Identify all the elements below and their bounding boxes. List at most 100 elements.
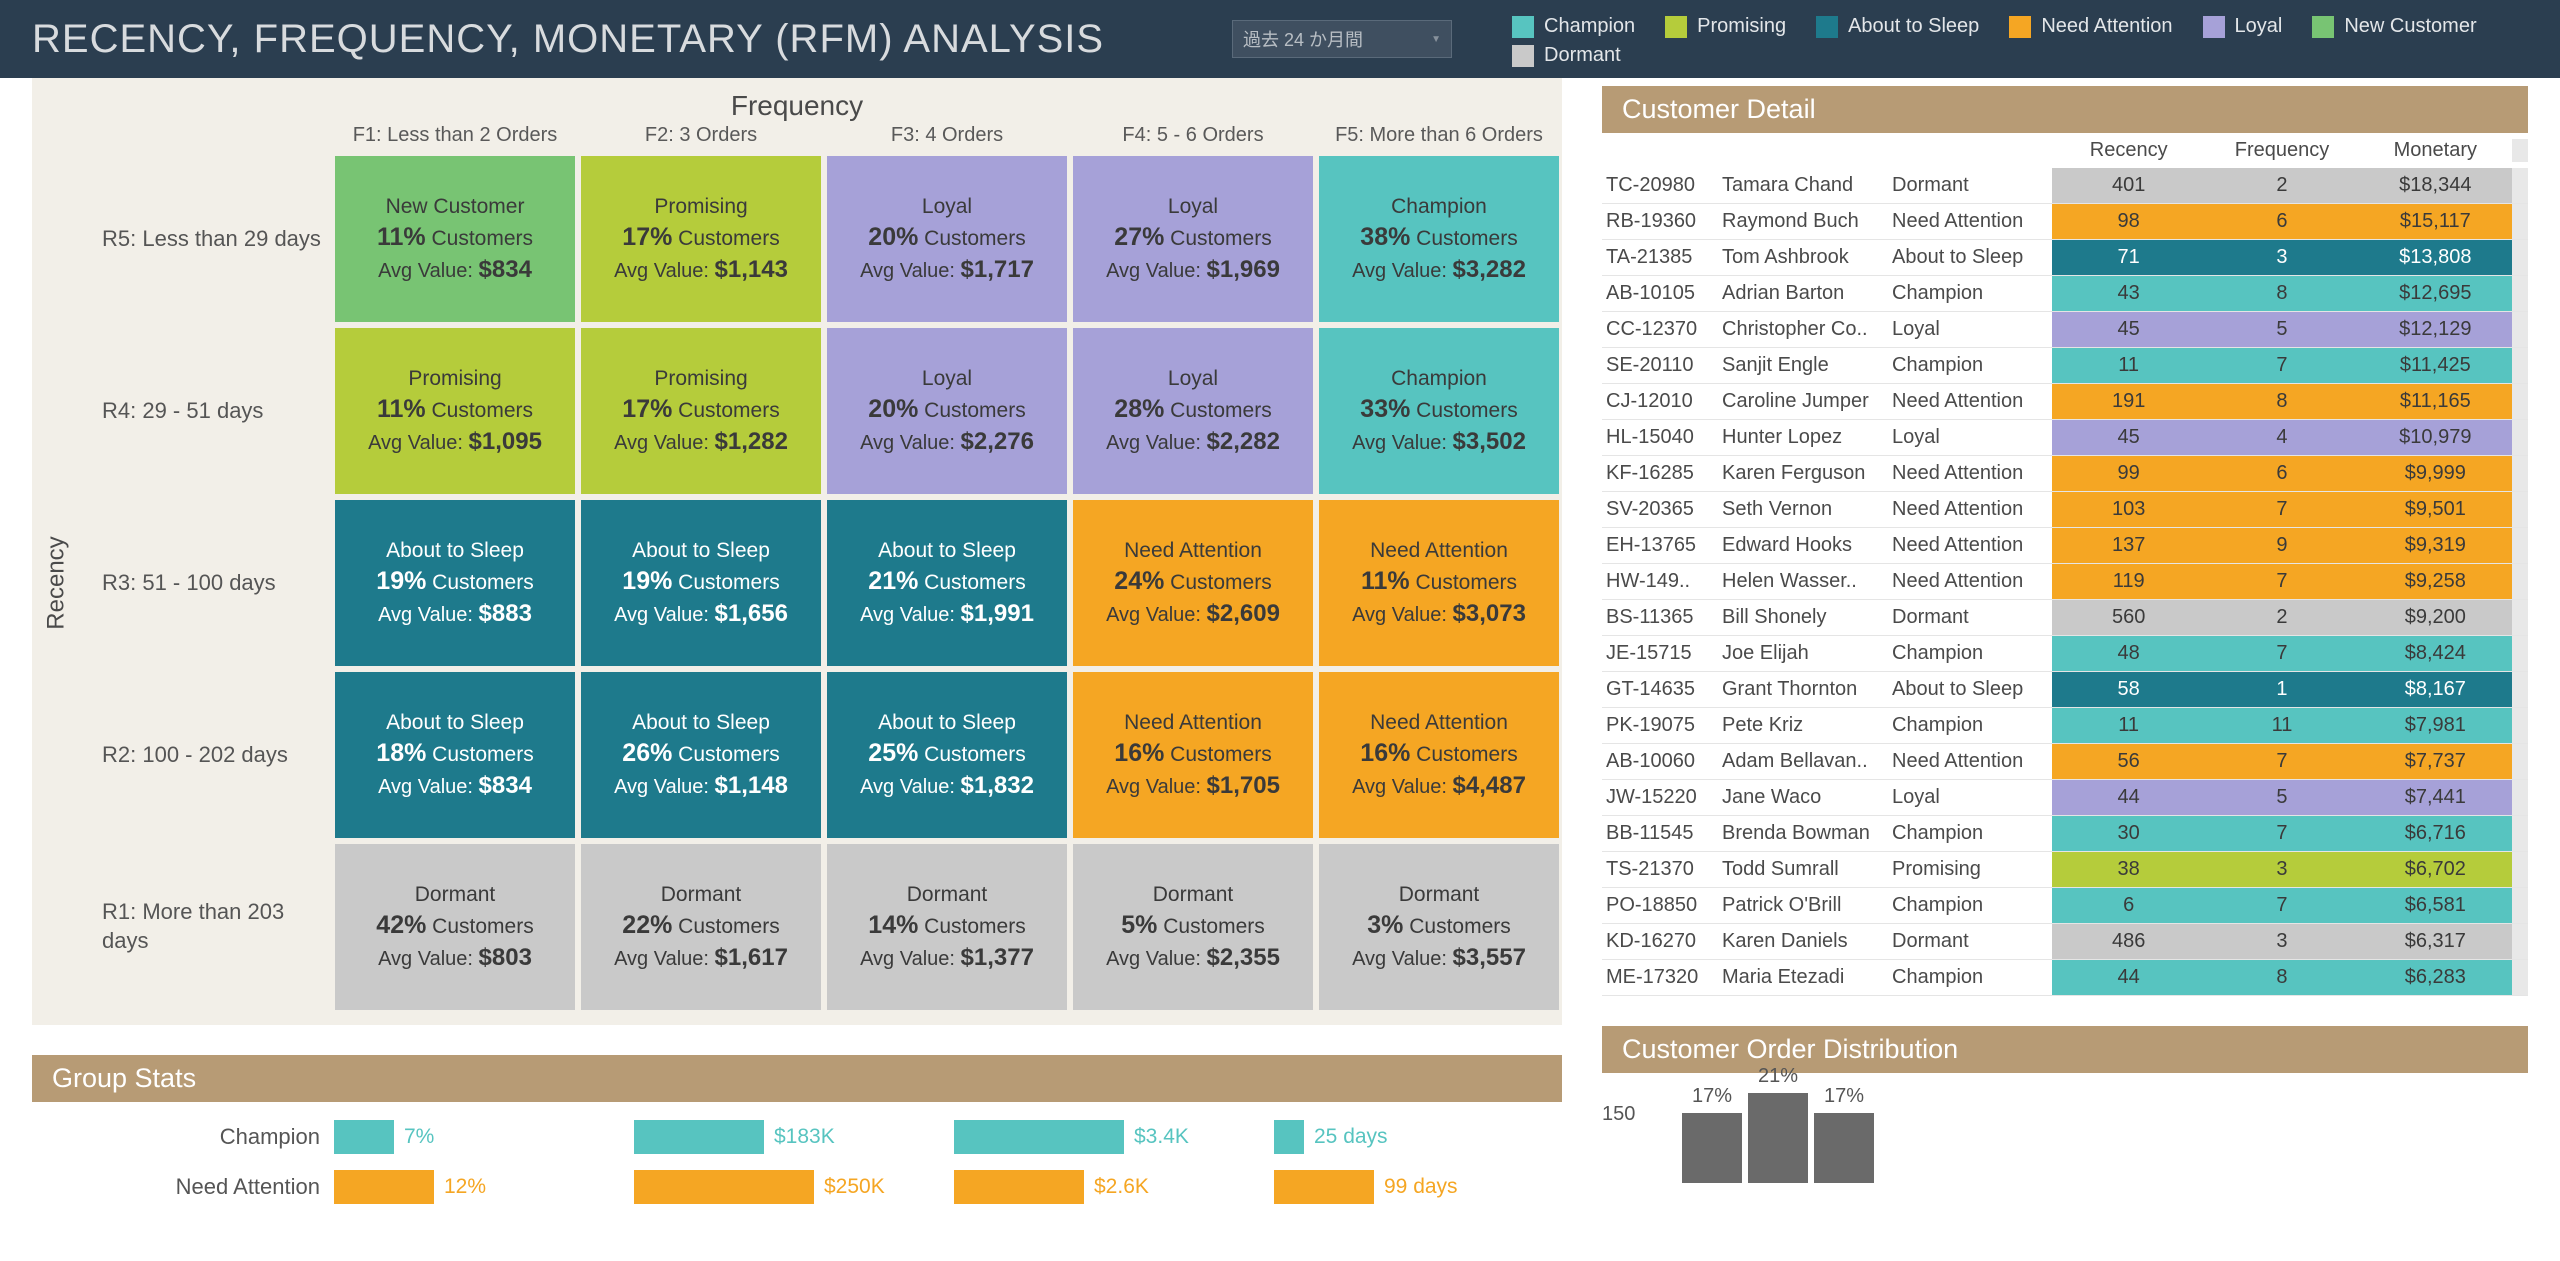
scrollbar[interactable] <box>2512 888 2528 923</box>
scrollbar[interactable] <box>2512 312 2528 347</box>
customer-row[interactable]: TS-21370 Todd Sumrall Promising 38 3 $6,… <box>1602 852 2528 888</box>
scrollbar[interactable] <box>2512 708 2528 743</box>
col-frequency[interactable]: Frequency <box>2205 139 2358 162</box>
matrix-cell[interactable]: About to Sleep 19% Customers Avg Value: … <box>581 500 821 666</box>
scrollbar[interactable] <box>2512 204 2528 239</box>
matrix-cell[interactable]: Need Attention 16% Customers Avg Value: … <box>1073 672 1313 838</box>
matrix-cell[interactable]: Promising 17% Customers Avg Value: $1,14… <box>581 156 821 322</box>
matrix-cell[interactable]: Dormant 42% Customers Avg Value: $803 <box>335 844 575 1010</box>
matrix-cell[interactable]: Need Attention 11% Customers Avg Value: … <box>1319 500 1559 666</box>
customer-row[interactable]: RB-19360 Raymond Buch Need Attention 98 … <box>1602 204 2528 240</box>
matrix-cell[interactable]: Dormant 22% Customers Avg Value: $1,617 <box>581 844 821 1010</box>
scrollbar[interactable] <box>2512 960 2528 995</box>
freq-header[interactable]: F5: More than 6 Orders <box>1316 124 1562 153</box>
customer-row[interactable]: SE-20110 Sanjit Engle Champion 11 7 $11,… <box>1602 348 2528 384</box>
scrollbar[interactable] <box>2512 240 2528 275</box>
matrix-cell[interactable]: About to Sleep 21% Customers Avg Value: … <box>827 500 1067 666</box>
matrix-cell[interactable]: Need Attention 16% Customers Avg Value: … <box>1319 672 1559 838</box>
customer-row[interactable]: SV-20365 Seth Vernon Need Attention 103 … <box>1602 492 2528 528</box>
legend-item[interactable]: Loyal <box>2203 15 2283 38</box>
matrix-cell[interactable]: Dormant 5% Customers Avg Value: $2,355 <box>1073 844 1313 1010</box>
scrollbar[interactable] <box>2512 348 2528 383</box>
customer-row[interactable]: BB-11545 Brenda Bowman Champion 30 7 $6,… <box>1602 816 2528 852</box>
legend-item[interactable]: Promising <box>1665 15 1786 38</box>
customer-row[interactable]: TA-21385 Tom Ashbrook About to Sleep 71 … <box>1602 240 2528 276</box>
customer-row[interactable]: KF-16285 Karen Ferguson Need Attention 9… <box>1602 456 2528 492</box>
matrix-cell[interactable]: About to Sleep 18% Customers Avg Value: … <box>335 672 575 838</box>
matrix-cell[interactable]: Dormant 3% Customers Avg Value: $3,557 <box>1319 844 1559 1010</box>
customer-row[interactable]: GT-14635 Grant Thornton About to Sleep 5… <box>1602 672 2528 708</box>
matrix-cell[interactable]: New Customer 11% Customers Avg Value: $8… <box>335 156 575 322</box>
scrollbar[interactable] <box>2512 168 2528 203</box>
scrollbar[interactable] <box>2512 139 2528 162</box>
customer-row[interactable]: JW-15220 Jane Waco Loyal 44 5 $7,441 <box>1602 780 2528 816</box>
matrix-cell[interactable]: Loyal 20% Customers Avg Value: $2,276 <box>827 328 1067 494</box>
matrix-cell[interactable]: About to Sleep 19% Customers Avg Value: … <box>335 500 575 666</box>
period-select[interactable]: 過去 24 か月間 <box>1232 20 1452 58</box>
recency-row-label[interactable]: R3: 51 - 100 days <box>82 497 332 669</box>
customer-row[interactable]: PO-18850 Patrick O'Brill Champion 6 7 $6… <box>1602 888 2528 924</box>
scrollbar[interactable] <box>2512 420 2528 455</box>
dist-bar[interactable]: 17% <box>1814 1113 1874 1183</box>
matrix-cell[interactable]: About to Sleep 26% Customers Avg Value: … <box>581 672 821 838</box>
col-recency[interactable]: Recency <box>2052 139 2205 162</box>
customer-row[interactable]: JE-15715 Joe Elijah Champion 48 7 $8,424 <box>1602 636 2528 672</box>
scrollbar[interactable] <box>2512 564 2528 599</box>
scrollbar[interactable] <box>2512 744 2528 779</box>
freq-header[interactable]: F1: Less than 2 Orders <box>332 124 578 153</box>
matrix-cell[interactable]: About to Sleep 25% Customers Avg Value: … <box>827 672 1067 838</box>
customer-row[interactable]: ME-17320 Maria Etezadi Champion 44 8 $6,… <box>1602 960 2528 996</box>
matrix-cell[interactable]: Promising 11% Customers Avg Value: $1,09… <box>335 328 575 494</box>
customer-row[interactable]: KD-16270 Karen Daniels Dormant 486 3 $6,… <box>1602 924 2528 960</box>
customer-row[interactable]: CC-12370 Christopher Co.. Loyal 45 5 $12… <box>1602 312 2528 348</box>
legend-item[interactable]: Need Attention <box>2009 15 2172 38</box>
matrix-cell[interactable]: Promising 17% Customers Avg Value: $1,28… <box>581 328 821 494</box>
scrollbar[interactable] <box>2512 816 2528 851</box>
customer-row[interactable]: EH-13765 Edward Hooks Need Attention 137… <box>1602 528 2528 564</box>
scrollbar[interactable] <box>2512 852 2528 887</box>
matrix-cell[interactable]: Champion 38% Customers Avg Value: $3,282 <box>1319 156 1559 322</box>
customer-row[interactable]: TC-20980 Tamara Chand Dormant 401 2 $18,… <box>1602 168 2528 204</box>
freq-header[interactable]: F4: 5 - 6 Orders <box>1070 124 1316 153</box>
customer-row[interactable]: AB-10105 Adrian Barton Champion 43 8 $12… <box>1602 276 2528 312</box>
customer-row[interactable]: CJ-12010 Caroline Jumper Need Attention … <box>1602 384 2528 420</box>
customer-id: AB-10105 <box>1602 276 1722 311</box>
customer-row[interactable]: AB-10060 Adam Bellavan.. Need Attention … <box>1602 744 2528 780</box>
scrollbar[interactable] <box>2512 924 2528 959</box>
freq-header[interactable]: F2: 3 Orders <box>578 124 824 153</box>
customer-row[interactable]: BS-11365 Bill Shonely Dormant 560 2 $9,2… <box>1602 600 2528 636</box>
scrollbar[interactable] <box>2512 600 2528 635</box>
scrollbar[interactable] <box>2512 492 2528 527</box>
freq-header[interactable]: F3: 4 Orders <box>824 124 1070 153</box>
group-stats-row[interactable]: Champion 7% $183K $3.4K 25 days <box>32 1112 1562 1162</box>
recency-row-label[interactable]: R5: Less than 29 days <box>82 153 332 325</box>
matrix-cell[interactable]: Dormant 14% Customers Avg Value: $1,377 <box>827 844 1067 1010</box>
legend-item[interactable]: Dormant <box>1512 44 1621 67</box>
legend-item[interactable]: About to Sleep <box>1816 15 1979 38</box>
matrix-cell[interactable]: Loyal 27% Customers Avg Value: $1,969 <box>1073 156 1313 322</box>
customer-row[interactable]: HW-149.. Helen Wasser.. Need Attention 1… <box>1602 564 2528 600</box>
matrix-cell[interactable]: Champion 33% Customers Avg Value: $3,502 <box>1319 328 1559 494</box>
recency-row-label[interactable]: R1: More than 203 days <box>82 841 332 1013</box>
dist-bar[interactable]: 21% <box>1748 1093 1808 1183</box>
scrollbar[interactable] <box>2512 780 2528 815</box>
legend-item[interactable]: New Customer <box>2312 15 2476 38</box>
scrollbar[interactable] <box>2512 456 2528 491</box>
scrollbar[interactable] <box>2512 384 2528 419</box>
legend-item[interactable]: Champion <box>1512 15 1635 38</box>
matrix-cell[interactable]: Loyal 20% Customers Avg Value: $1,717 <box>827 156 1067 322</box>
matrix-cell[interactable]: Need Attention 24% Customers Avg Value: … <box>1073 500 1313 666</box>
recency-row-label[interactable]: R4: 29 - 51 days <box>82 325 332 497</box>
matrix-cell[interactable]: Loyal 28% Customers Avg Value: $2,282 <box>1073 328 1313 494</box>
recency-row-label[interactable]: R2: 100 - 202 days <box>82 669 332 841</box>
scrollbar[interactable] <box>2512 528 2528 563</box>
cell-percent: 19% Customers <box>376 567 533 596</box>
scrollbar[interactable] <box>2512 636 2528 671</box>
dist-bar[interactable]: 17% <box>1682 1113 1742 1183</box>
scrollbar[interactable] <box>2512 276 2528 311</box>
group-stats-row[interactable]: Need Attention 12% $250K $2.6K 99 days <box>32 1162 1562 1212</box>
customer-row[interactable]: HL-15040 Hunter Lopez Loyal 45 4 $10,979 <box>1602 420 2528 456</box>
scrollbar[interactable] <box>2512 672 2528 707</box>
col-monetary[interactable]: Monetary <box>2359 139 2512 162</box>
customer-row[interactable]: PK-19075 Pete Kriz Champion 11 11 $7,981 <box>1602 708 2528 744</box>
